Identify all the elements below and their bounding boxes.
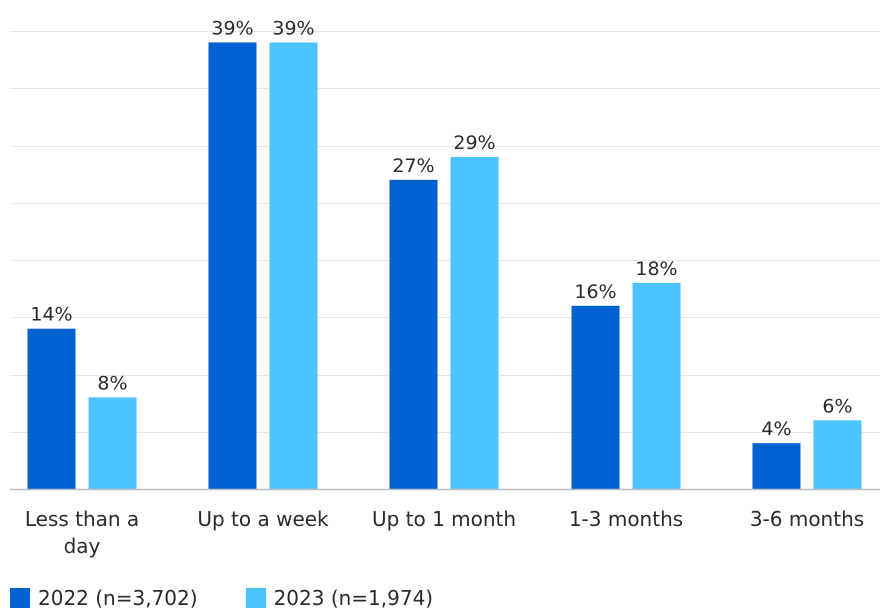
- data-label-series-1-cat-0: 8%: [97, 372, 127, 394]
- category-label-4: 3-6 months: [750, 507, 864, 531]
- bar-series-0-cat-1: [208, 42, 257, 489]
- data-label-series-1-cat-4: 6%: [822, 395, 852, 417]
- legend-label-series-0: 2022 (n=3,702): [38, 586, 198, 610]
- data-label-series-1-cat-3: 18%: [635, 258, 677, 280]
- bar-series-1-cat-0: [88, 397, 137, 489]
- data-label-series-1-cat-1: 39%: [272, 17, 314, 39]
- category-label-3: 1-3 months: [569, 507, 683, 531]
- bar-series-1-cat-4: [813, 420, 862, 489]
- data-label-series-0-cat-0: 14%: [30, 304, 72, 326]
- legend-item-series-0: 2022 (n=3,702): [10, 588, 198, 608]
- bar-series-0-cat-3: [571, 305, 620, 489]
- legend-swatch-series-0: [10, 588, 30, 608]
- bar-series-1-cat-3: [632, 282, 681, 489]
- bar-series-0-cat-4: [752, 443, 801, 489]
- category-label-0-line-1: day: [64, 534, 101, 558]
- category-label-2: Up to 1 month: [372, 507, 516, 531]
- legend-item-series-1: 2023 (n=1,974): [245, 586, 434, 610]
- data-label-series-0-cat-1: 39%: [211, 17, 253, 39]
- legend-label-series-1: 2023 (n=1,974): [273, 586, 434, 610]
- bar-series-0-cat-2: [389, 179, 438, 489]
- bar-series-1-cat-2: [450, 156, 499, 489]
- data-label-series-0-cat-2: 27%: [392, 155, 434, 177]
- data-label-series-0-cat-3: 16%: [574, 281, 616, 303]
- legend-swatch-series-1: [245, 588, 266, 608]
- category-label-1: Up to a week: [197, 507, 329, 531]
- bar-series-1-cat-1: [269, 42, 318, 489]
- legend: 2022 (n=3,702) 2023 (n=1,974): [10, 588, 433, 608]
- category-label-0-line-0: Less than a: [25, 507, 139, 531]
- bar-series-0-cat-0: [27, 328, 76, 489]
- bar-chart-svg: 14% 39% 27% 16% 4% 8% 39% 29% 18% 6% Less than a da…: [10, 17, 880, 558]
- data-label-series-0-cat-4: 4%: [761, 418, 791, 440]
- data-label-series-1-cat-2: 29%: [453, 132, 495, 154]
